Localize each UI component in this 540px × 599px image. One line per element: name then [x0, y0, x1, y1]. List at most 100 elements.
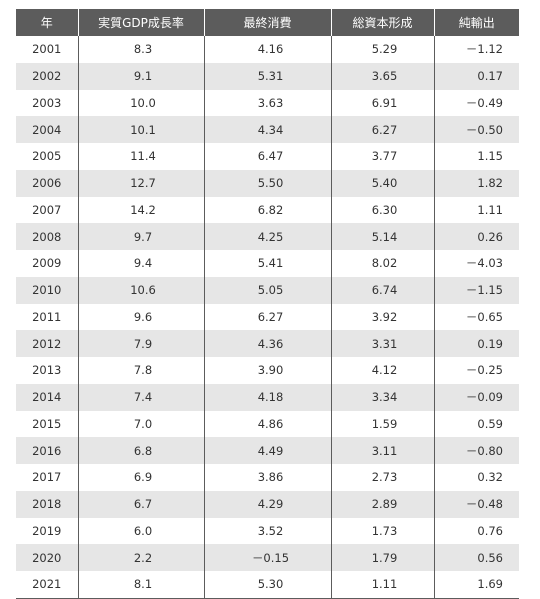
- cell-capital-formation: 3.11: [330, 437, 434, 464]
- cell-year: 2019: [32, 523, 62, 538]
- cell-capital-formation: 6.27: [330, 116, 434, 143]
- cell-year: 2004: [16, 116, 78, 143]
- cell-final-consumption: 4.36: [203, 330, 331, 357]
- cell-year: 2017: [32, 470, 62, 485]
- cell-gdp-growth: 8.1: [77, 571, 204, 599]
- cell-net-exports: －1.15: [433, 276, 519, 304]
- table-row: 2012 7.9 4.36 3.31 0.19: [16, 330, 519, 357]
- cell-capital-formation: 3.34: [330, 383, 434, 411]
- table-row: 2001 8.3 4.16 5.29 －1.12: [16, 36, 519, 63]
- cell-net-exports: －0.80: [433, 437, 519, 464]
- cell-year: 2021: [16, 571, 78, 599]
- cell-net-exports: －0.49: [433, 89, 519, 117]
- cell-net-exports: 0.56: [433, 544, 519, 571]
- cell-year: 2007: [32, 202, 62, 217]
- cell-final-consumption: 5.05: [203, 276, 331, 304]
- cell-gdp-growth: 10.6: [77, 276, 204, 304]
- table-row: 2021 8.1 5.30 1.11 1.69: [16, 571, 519, 599]
- cell-capital-formation: 3.65: [330, 62, 434, 90]
- cell-year: 2011: [32, 309, 62, 324]
- cell-final-consumption: 4.18: [203, 383, 331, 411]
- cell-net-exports: 0.26: [433, 223, 519, 250]
- table-row: 2008 9.7 4.25 5.14 0.26: [16, 223, 519, 250]
- cell-final-consumption: 5.41: [203, 250, 331, 277]
- cell-final-consumption: 4.25: [203, 223, 331, 250]
- cell-gdp-growth: 2.2: [77, 544, 204, 571]
- cell-final-consumption: 6.47: [203, 143, 331, 170]
- cell-gdp-growth: 6.7: [77, 490, 204, 518]
- table-row: 2002 9.1 5.31 3.65 0.17: [16, 62, 519, 90]
- gdp-table-container: 年 実質GDP成長率 最終消費 総資本形成 純輸出 2001 8.3 4.16 5.2…: [16, 9, 519, 599]
- cell-net-exports: －0.48: [433, 490, 519, 518]
- table-body: 2001 8.3 4.16 5.29 －1.12 2002 9.1 5.31 3.65 0.17 2…: [16, 36, 519, 599]
- cell-net-exports: －4.03: [433, 250, 519, 277]
- cell-capital-formation: 3.31: [330, 330, 434, 357]
- cell-year: 2013: [32, 363, 62, 378]
- table-row: 2016 6.8 4.49 3.11 －0.80: [16, 437, 519, 464]
- cell-final-consumption: 4.49: [203, 437, 331, 464]
- header-year: 年: [16, 9, 78, 36]
- header-net-exports: 純輸出: [433, 9, 519, 36]
- cell-capital-formation: 1.11: [330, 571, 434, 599]
- cell-net-exports: －0.25: [433, 357, 519, 384]
- cell-gdp-growth: 7.8: [77, 357, 204, 384]
- table-row: 2014 7.4 4.18 3.34 －0.09: [16, 383, 519, 411]
- gdp-table: 年 実質GDP成長率 最終消費 総資本形成 純輸出 2001 8.3 4.16 5.2…: [16, 9, 519, 599]
- cell-final-consumption: 3.86: [203, 464, 331, 491]
- cell-gdp-growth: 6.0: [77, 517, 204, 545]
- cell-final-consumption: 3.90: [203, 357, 331, 384]
- cell-year: 2003: [32, 95, 62, 110]
- cell-capital-formation: 6.74: [330, 276, 434, 304]
- table-row: 2017 6.9 3.86 2.73 0.32: [16, 464, 519, 491]
- header-row: 年 実質GDP成長率 最終消費 総資本形成 純輸出: [16, 9, 519, 36]
- table-row: 2018 6.7 4.29 2.89 －0.48: [16, 490, 519, 518]
- cell-net-exports: 1.69: [433, 571, 519, 599]
- cell-final-consumption: 6.82: [203, 196, 331, 224]
- cell-final-consumption: 4.86: [203, 410, 331, 438]
- cell-gdp-growth: 11.4: [77, 143, 204, 170]
- cell-year: 2012: [16, 330, 78, 357]
- cell-gdp-growth: 7.9: [77, 330, 204, 357]
- cell-capital-formation: 6.30: [330, 196, 434, 224]
- table-row: 2013 7.8 3.90 4.12 －0.25: [16, 357, 519, 384]
- cell-capital-formation: 4.12: [330, 357, 434, 384]
- table-row: 2020 2.2 －0.15 1.79 0.56: [16, 544, 519, 571]
- cell-net-exports: 0.17: [433, 62, 519, 90]
- cell-net-exports: －1.12: [433, 36, 519, 63]
- cell-final-consumption: 3.52: [203, 517, 331, 545]
- table-row: 2006 12.7 5.50 5.40 1.82: [16, 169, 519, 197]
- cell-gdp-growth: 9.4: [77, 250, 204, 277]
- cell-net-exports: －0.50: [433, 116, 519, 143]
- table-row: 2007 14.2 6.82 6.30 1.11: [16, 196, 519, 224]
- cell-year: 2020: [16, 544, 78, 571]
- cell-capital-formation: 3.92: [330, 303, 434, 331]
- cell-capital-formation: 5.29: [330, 36, 434, 63]
- cell-gdp-growth: 12.7: [77, 169, 204, 197]
- cell-year: 2005: [32, 149, 62, 164]
- cell-gdp-growth: 10.0: [77, 89, 204, 117]
- cell-net-exports: 0.76: [433, 517, 519, 545]
- cell-gdp-growth: 9.6: [77, 303, 204, 331]
- cell-net-exports: 0.19: [433, 330, 519, 357]
- header-gdp-growth: 実質GDP成長率: [77, 9, 204, 36]
- cell-net-exports: －0.09: [433, 383, 519, 411]
- cell-capital-formation: 2.89: [330, 490, 434, 518]
- cell-net-exports: 1.11: [433, 196, 519, 224]
- cell-capital-formation: 8.02: [330, 250, 434, 277]
- cell-final-consumption: 4.34: [203, 116, 331, 143]
- cell-gdp-growth: 8.3: [77, 36, 204, 63]
- cell-capital-formation: 5.14: [330, 223, 434, 250]
- cell-final-consumption: 3.63: [203, 89, 331, 117]
- cell-capital-formation: 2.73: [330, 464, 434, 491]
- cell-capital-formation: 1.59: [330, 410, 434, 438]
- table-header: 年 実質GDP成長率 最終消費 総資本形成 純輸出: [16, 9, 519, 36]
- cell-year: 2014: [16, 383, 78, 411]
- cell-gdp-growth: 9.1: [77, 62, 204, 90]
- cell-gdp-growth: 9.7: [77, 223, 204, 250]
- table-row: 2015 7.0 4.86 1.59 0.59: [16, 410, 519, 438]
- cell-year: 2016: [16, 437, 78, 464]
- cell-capital-formation: 1.73: [330, 517, 434, 545]
- cell-final-consumption: 4.16: [203, 36, 331, 63]
- header-capital-formation: 総資本形成: [330, 9, 434, 36]
- cell-capital-formation: 6.91: [330, 89, 434, 117]
